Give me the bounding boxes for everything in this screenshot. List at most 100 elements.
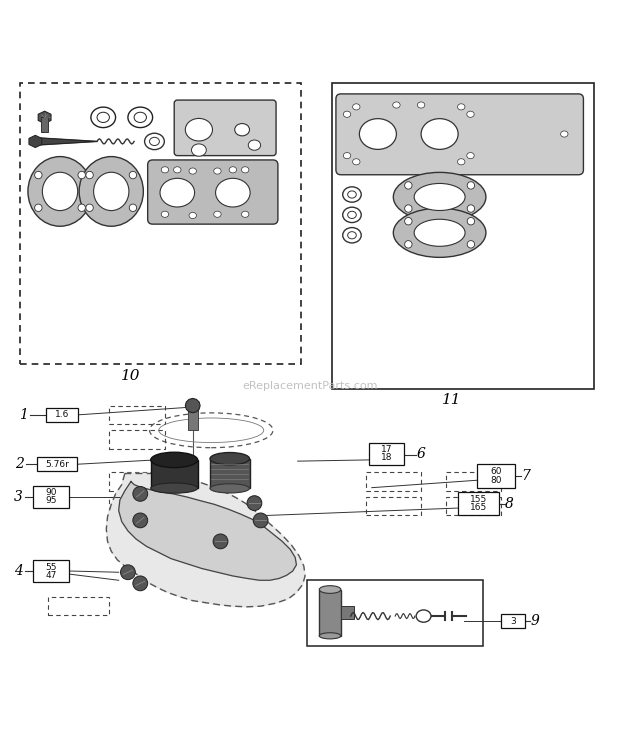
Bar: [151, 460, 198, 488]
Circle shape: [35, 171, 42, 179]
Bar: [109, 472, 165, 491]
Ellipse shape: [79, 157, 143, 226]
Polygon shape: [29, 135, 42, 148]
Bar: [33, 560, 69, 582]
FancyBboxPatch shape: [174, 100, 276, 155]
Circle shape: [120, 565, 135, 580]
Text: 4: 4: [14, 564, 22, 578]
Circle shape: [133, 513, 148, 528]
Ellipse shape: [360, 119, 396, 149]
Text: 60: 60: [490, 467, 502, 477]
Ellipse shape: [343, 152, 351, 158]
Circle shape: [35, 204, 42, 211]
Text: 10: 10: [122, 368, 141, 382]
Ellipse shape: [417, 102, 425, 108]
Polygon shape: [185, 398, 200, 413]
Ellipse shape: [229, 167, 237, 173]
Bar: [188, 406, 198, 430]
Bar: [366, 497, 421, 515]
Text: 55: 55: [46, 562, 57, 571]
Polygon shape: [118, 482, 296, 580]
Ellipse shape: [160, 179, 195, 207]
Ellipse shape: [241, 211, 249, 217]
Text: 1: 1: [19, 408, 27, 422]
Bar: [477, 464, 515, 488]
Ellipse shape: [189, 168, 197, 174]
Circle shape: [467, 205, 474, 212]
Text: 90: 90: [46, 489, 57, 498]
Circle shape: [86, 171, 93, 179]
Polygon shape: [106, 474, 305, 607]
Bar: [109, 430, 165, 449]
Text: 3: 3: [14, 490, 22, 504]
Bar: [332, 84, 594, 389]
Bar: [109, 406, 165, 424]
Ellipse shape: [353, 158, 360, 165]
Circle shape: [78, 204, 86, 211]
Ellipse shape: [421, 119, 458, 149]
FancyBboxPatch shape: [148, 160, 278, 224]
Ellipse shape: [94, 173, 129, 211]
Ellipse shape: [416, 610, 431, 622]
Ellipse shape: [348, 191, 356, 198]
Text: 8: 8: [505, 497, 514, 511]
Text: 95: 95: [46, 497, 57, 506]
Ellipse shape: [161, 167, 169, 173]
Ellipse shape: [348, 211, 356, 218]
Circle shape: [467, 182, 474, 189]
Bar: [109, 497, 165, 515]
Ellipse shape: [393, 208, 486, 258]
Circle shape: [253, 513, 268, 528]
Circle shape: [405, 182, 412, 189]
Ellipse shape: [467, 152, 474, 158]
Bar: [446, 497, 502, 515]
Ellipse shape: [151, 452, 198, 468]
Circle shape: [78, 171, 86, 179]
Ellipse shape: [348, 232, 356, 239]
Bar: [46, 408, 78, 421]
Ellipse shape: [192, 144, 206, 156]
Ellipse shape: [241, 167, 249, 173]
Bar: [369, 443, 404, 465]
Ellipse shape: [353, 104, 360, 110]
Text: 18: 18: [381, 453, 392, 462]
Bar: [37, 457, 78, 471]
Ellipse shape: [414, 220, 465, 247]
Ellipse shape: [28, 157, 92, 226]
Text: 1.6: 1.6: [55, 410, 69, 419]
Text: 47: 47: [46, 571, 57, 580]
Ellipse shape: [42, 173, 78, 211]
Ellipse shape: [134, 112, 146, 123]
Text: eReplacementParts.com: eReplacementParts.com: [242, 381, 378, 391]
Text: 80: 80: [490, 476, 502, 485]
Bar: [319, 589, 341, 636]
Ellipse shape: [414, 184, 465, 211]
Ellipse shape: [467, 111, 474, 117]
Ellipse shape: [458, 104, 465, 110]
Polygon shape: [38, 111, 51, 123]
Circle shape: [129, 204, 136, 211]
Ellipse shape: [393, 173, 486, 222]
Bar: [41, 117, 48, 131]
Circle shape: [247, 496, 262, 510]
Ellipse shape: [216, 179, 250, 207]
Ellipse shape: [392, 102, 400, 108]
Bar: [20, 84, 301, 365]
Ellipse shape: [319, 586, 341, 593]
Bar: [366, 472, 421, 491]
Text: 5.76r: 5.76r: [45, 459, 69, 468]
Ellipse shape: [343, 111, 351, 117]
Ellipse shape: [185, 119, 213, 141]
Bar: [307, 580, 483, 646]
Circle shape: [467, 241, 474, 248]
Ellipse shape: [319, 633, 341, 639]
Circle shape: [405, 241, 412, 248]
Ellipse shape: [161, 211, 169, 217]
Ellipse shape: [214, 211, 221, 217]
Ellipse shape: [248, 140, 260, 150]
Circle shape: [467, 217, 474, 225]
Ellipse shape: [151, 483, 198, 493]
Circle shape: [133, 576, 148, 591]
Bar: [210, 459, 249, 489]
Text: 7: 7: [521, 469, 530, 483]
